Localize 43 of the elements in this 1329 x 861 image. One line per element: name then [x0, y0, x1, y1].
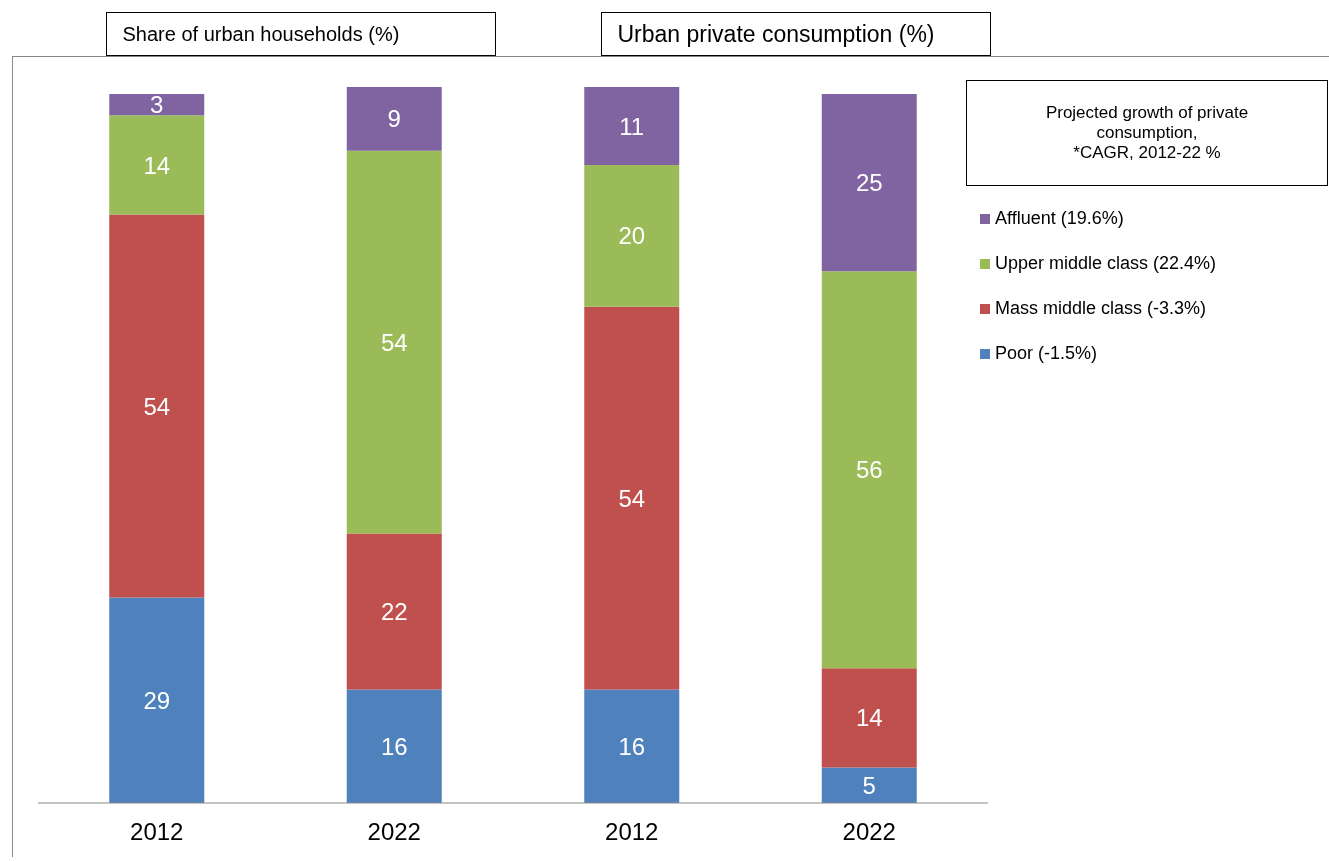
data-label: 20 [618, 222, 646, 250]
legend-label: Poor (-1.5%) [995, 343, 1098, 364]
data-label: 16 [618, 732, 646, 760]
x-tick-label: 2022 [367, 818, 421, 846]
text: Share of urban households (%) [105, 12, 496, 56]
bar [109, 115, 205, 215]
bar [109, 214, 205, 598]
framed-caption-box: Projected growth of private consumption, *CAGR, 2012-22 % [966, 80, 1328, 186]
bar [346, 689, 442, 803]
data-label: 14 [855, 704, 883, 732]
bar [821, 668, 917, 768]
bar [346, 533, 442, 690]
data-label: 11 [619, 112, 645, 140]
data-label: 54 [380, 328, 408, 356]
text: Urban private consumption (%) [600, 12, 991, 56]
bar [584, 689, 680, 803]
bar [821, 271, 917, 669]
bar [584, 164, 680, 307]
data-label: 29 [143, 686, 171, 714]
bar [821, 767, 917, 803]
x-tick-label: 2012 [130, 818, 184, 846]
data-label: 25 [855, 169, 883, 197]
bar [109, 94, 205, 116]
bar [584, 306, 680, 690]
data-label: 14 [143, 151, 171, 179]
bar [346, 150, 442, 534]
bar [584, 87, 680, 165]
data-label: 5 [862, 771, 876, 799]
bar [346, 87, 442, 151]
legend-label: Mass middle class (-3.3%) [995, 298, 1207, 319]
bar [821, 94, 917, 272]
data-label: 54 [618, 484, 646, 512]
data-label: 56 [855, 456, 883, 484]
x-tick-label: 2022 [842, 818, 896, 846]
legend-label: Upper middle class (22.4%) [995, 253, 1217, 274]
bar [109, 597, 205, 803]
data-label: 9 [387, 105, 401, 133]
data-label: 16 [380, 732, 408, 760]
data-label: 54 [143, 392, 171, 420]
data-label: 22 [380, 598, 408, 626]
x-tick-label: 2012 [605, 818, 659, 846]
data-label: 3 [150, 91, 164, 119]
legend-label: Affluent (19.6%) [995, 208, 1124, 229]
